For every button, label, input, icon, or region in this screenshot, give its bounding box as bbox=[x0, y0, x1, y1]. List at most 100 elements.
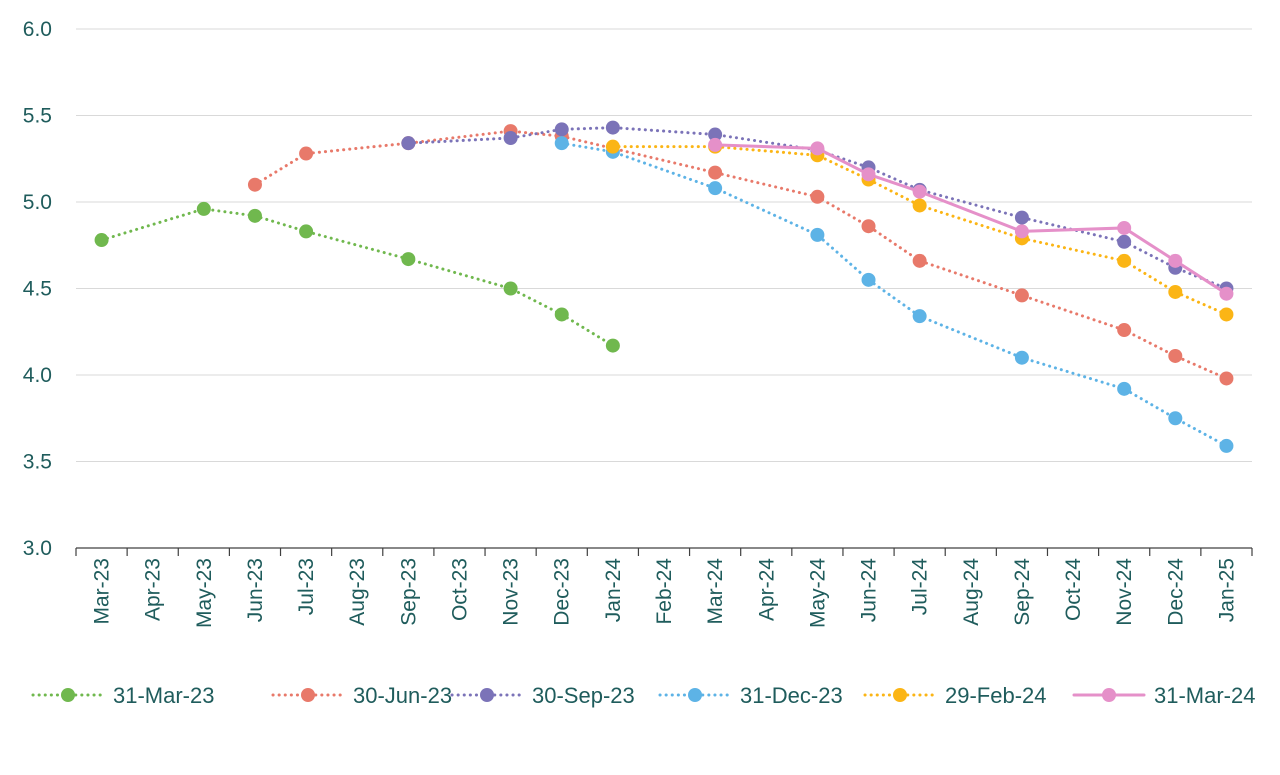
y-tick-label: 3.0 bbox=[23, 537, 52, 560]
y-tick-label: 5.0 bbox=[23, 191, 52, 214]
x-tick-label: Oct-23 bbox=[448, 558, 471, 621]
data-point bbox=[1014, 224, 1029, 239]
x-tick-label: Jun-24 bbox=[858, 558, 881, 623]
data-point bbox=[810, 141, 825, 156]
data-point bbox=[94, 233, 109, 248]
data-point bbox=[299, 224, 314, 239]
gridlines bbox=[76, 28, 1252, 462]
legend-swatch-marker bbox=[480, 688, 494, 702]
data-point bbox=[708, 181, 723, 196]
series-lines bbox=[94, 120, 1234, 453]
x-tick-label: Jun-23 bbox=[244, 558, 267, 622]
data-point bbox=[605, 139, 620, 154]
legend-swatch-marker bbox=[688, 688, 702, 702]
legend-label: 31-Mar-23 bbox=[113, 683, 214, 708]
series-line bbox=[406, 126, 1228, 290]
data-point bbox=[861, 167, 876, 182]
data-point bbox=[605, 120, 620, 135]
legend: 31-Mar-23 30-Jun-23 30-Sep-23 31-Dec-23 29-F… bbox=[31, 683, 1255, 708]
legend-label: 29-Feb-24 bbox=[945, 683, 1047, 708]
data-point bbox=[912, 198, 927, 213]
y-tick-label: 3.5 bbox=[23, 451, 52, 474]
x-tick-label: May-23 bbox=[193, 558, 216, 628]
data-point bbox=[708, 165, 723, 180]
data-point bbox=[1117, 253, 1132, 268]
data-point bbox=[554, 122, 569, 137]
x-axis-tick-labels: Mar-23 Apr-23 May-23 Jun-23 Jul-23 Aug-23 Sep-… bbox=[91, 558, 1239, 628]
x-tick-label: Dec-23 bbox=[551, 558, 574, 626]
data-point bbox=[247, 177, 262, 192]
data-point bbox=[708, 127, 723, 142]
data-point bbox=[401, 136, 416, 151]
series-line bbox=[100, 207, 615, 348]
data-point bbox=[810, 189, 825, 204]
x-tick-label: Apr-23 bbox=[142, 558, 165, 621]
legend-swatch-marker bbox=[893, 688, 907, 702]
series-29-feb-24 bbox=[605, 139, 1234, 322]
data-point bbox=[401, 252, 416, 267]
data-point bbox=[1168, 348, 1183, 363]
data-point bbox=[1117, 381, 1132, 396]
legend-swatch-marker bbox=[1102, 688, 1116, 702]
data-point bbox=[1168, 253, 1183, 268]
legend-label: 30-Jun-23 bbox=[353, 683, 452, 708]
data-point bbox=[912, 253, 927, 268]
data-point bbox=[605, 338, 620, 353]
series-line bbox=[253, 129, 1228, 380]
legend-item: 31-Mar-23 bbox=[31, 683, 214, 708]
x-tick-label: Sep-24 bbox=[1011, 558, 1034, 626]
x-tick-label: Dec-24 bbox=[1164, 558, 1187, 626]
x-tick-label: Nov-24 bbox=[1113, 558, 1136, 626]
data-point bbox=[503, 130, 518, 145]
data-point bbox=[861, 272, 876, 287]
data-point bbox=[196, 201, 211, 216]
data-point bbox=[1168, 411, 1183, 426]
series-line bbox=[611, 145, 1228, 316]
legend-label: 31-Mar-24 bbox=[1154, 683, 1255, 708]
y-tick-label: 5.5 bbox=[23, 105, 52, 128]
x-tick-label: Jan-24 bbox=[602, 558, 625, 623]
y-axis-tick-labels: 3.0 3.5 4.0 4.5 5.0 5.5 6.0 bbox=[23, 18, 52, 560]
data-point bbox=[1219, 371, 1234, 386]
x-tick-label: Jul-23 bbox=[295, 558, 318, 615]
legend-label: 30-Sep-23 bbox=[532, 683, 635, 708]
data-point bbox=[810, 227, 825, 242]
x-tick-label: Feb-24 bbox=[653, 558, 676, 625]
data-point bbox=[247, 208, 262, 223]
legend-swatch-marker bbox=[61, 688, 75, 702]
legend-item: 30-Sep-23 bbox=[450, 683, 635, 708]
series-31-mar-23 bbox=[94, 201, 620, 353]
x-tick-label: Aug-23 bbox=[346, 558, 369, 626]
data-point bbox=[861, 219, 876, 234]
data-point bbox=[1117, 220, 1132, 235]
x-tick-label: Aug-24 bbox=[960, 558, 983, 626]
series-31-mar-24 bbox=[708, 137, 1234, 301]
data-point bbox=[912, 184, 927, 199]
data-point bbox=[1014, 288, 1029, 303]
y-tick-label: 6.0 bbox=[23, 18, 52, 41]
legend-item: 30-Jun-23 bbox=[271, 683, 452, 708]
x-tick-label: Jan-25 bbox=[1215, 558, 1238, 622]
data-point bbox=[1117, 323, 1132, 338]
data-point bbox=[1014, 350, 1029, 365]
data-point bbox=[1014, 210, 1029, 225]
x-tick-label: May-24 bbox=[806, 558, 829, 628]
data-point bbox=[1168, 284, 1183, 299]
x-tick-label: Oct-24 bbox=[1062, 558, 1085, 621]
legend-item: 31-Mar-24 bbox=[1072, 683, 1255, 708]
data-point bbox=[299, 146, 314, 161]
x-axis bbox=[75, 547, 1253, 556]
legend-item: 31-Dec-23 bbox=[658, 683, 843, 708]
series-line bbox=[713, 143, 1228, 296]
legend-item: 29-Feb-24 bbox=[863, 683, 1047, 708]
data-point bbox=[912, 309, 927, 324]
data-point bbox=[554, 136, 569, 151]
legend-swatch-marker bbox=[301, 688, 315, 702]
legend-label: 31-Dec-23 bbox=[740, 683, 843, 708]
data-point bbox=[1219, 286, 1234, 301]
x-tick-label: Mar-24 bbox=[704, 558, 727, 625]
data-point bbox=[554, 307, 569, 322]
series-line bbox=[560, 141, 1228, 448]
data-point bbox=[1117, 234, 1132, 249]
